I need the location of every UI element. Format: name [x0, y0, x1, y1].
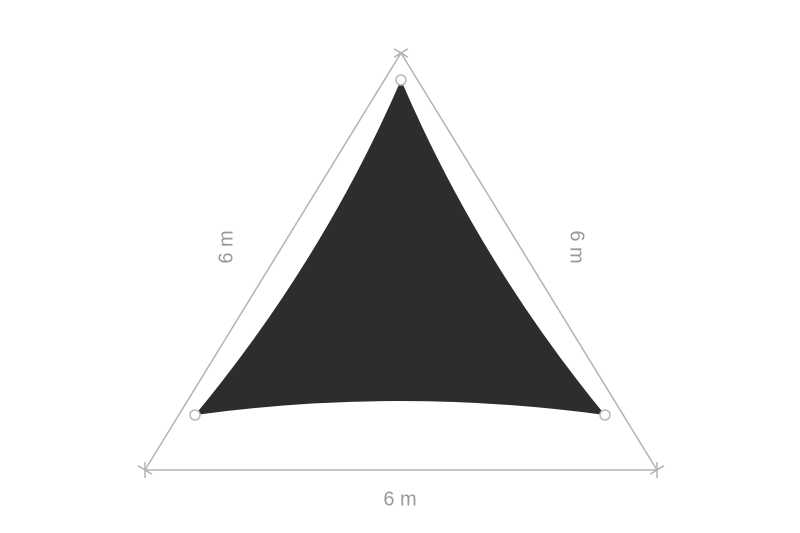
shade-sail-triangle: [195, 80, 605, 415]
corner-ring-right: [600, 410, 610, 420]
dim-label-bottom: 6 m: [383, 488, 416, 510]
dimension-diagram: 6 m 6 m 6 m: [0, 0, 800, 533]
dim-label-right: 6 m: [566, 230, 588, 263]
corner-ring-apex: [396, 75, 406, 85]
corner-ring-left: [190, 410, 200, 420]
dim-label-left: 6 m: [215, 230, 237, 263]
